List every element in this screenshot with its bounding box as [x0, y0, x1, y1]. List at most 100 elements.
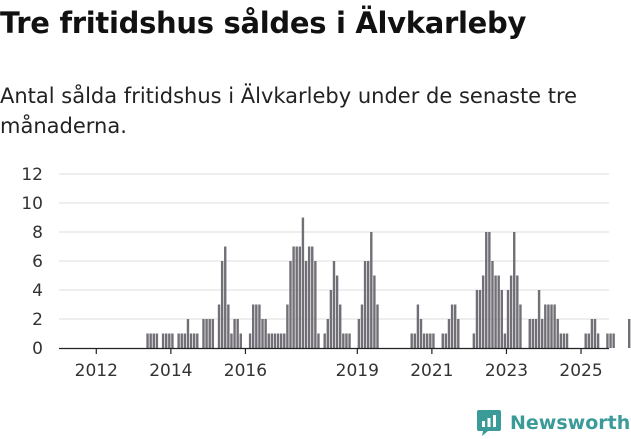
bar [550, 304, 553, 348]
chart-bars [146, 217, 631, 348]
bar [413, 333, 416, 348]
x-tick-label: 2019 [336, 361, 379, 381]
bar [373, 275, 376, 348]
bar [289, 261, 292, 348]
bar [596, 333, 600, 348]
bar [426, 333, 429, 348]
x-tick-label: 2016 [224, 361, 267, 381]
bar [497, 275, 500, 348]
x-tick-label: 2023 [485, 361, 528, 381]
bar [267, 333, 270, 348]
bar [205, 319, 208, 348]
bar [422, 333, 426, 348]
bar [304, 261, 308, 348]
bar [261, 319, 264, 348]
bar [453, 304, 457, 348]
bar [236, 319, 239, 348]
bar [419, 319, 423, 348]
bar [168, 333, 171, 348]
bar [329, 290, 333, 348]
bar [612, 333, 615, 348]
bar [298, 246, 302, 348]
y-axis-tick-labels: 0 2 4 6 8 10 12 [21, 165, 43, 359]
bar [161, 333, 165, 348]
y-tick-label: 8 [32, 223, 43, 243]
bar [323, 333, 326, 348]
bar [450, 304, 454, 348]
bar [258, 304, 261, 348]
bar [565, 333, 569, 348]
bar [248, 333, 252, 348]
bar [332, 261, 336, 348]
bar [155, 333, 159, 348]
bar [220, 261, 224, 348]
bar [503, 333, 507, 348]
bar [192, 333, 196, 348]
bar [544, 304, 547, 348]
bar [252, 304, 255, 348]
bar [559, 333, 563, 348]
bar [444, 333, 448, 348]
bar [363, 261, 367, 348]
bar [432, 333, 435, 348]
bar [472, 333, 476, 348]
bar [270, 333, 274, 348]
x-tick-label: 2012 [75, 361, 118, 381]
bar [311, 246, 314, 348]
bar [314, 261, 317, 348]
bar [339, 304, 342, 348]
bar [519, 304, 522, 348]
bar [348, 333, 351, 348]
bar [301, 217, 305, 348]
bar [606, 333, 609, 348]
bar [441, 333, 444, 348]
bar [376, 304, 379, 348]
bar [171, 333, 174, 348]
bar [587, 333, 591, 348]
x-axis: 2012 2014 2016 2019 2021 2023 2025 [59, 347, 609, 381]
bar [457, 319, 460, 348]
bar [491, 261, 494, 348]
bar [370, 232, 373, 348]
bar [584, 333, 587, 348]
bar [264, 319, 267, 348]
bar [516, 275, 519, 348]
bar [146, 333, 149, 348]
bar [475, 290, 479, 348]
bar [509, 275, 513, 348]
bar [609, 333, 612, 348]
chart-subtitle: Antal sålda fritidshus i Älvkarleby unde… [0, 84, 578, 138]
x-tick-label: 2014 [149, 361, 192, 381]
bar [342, 333, 345, 348]
bar [478, 290, 482, 348]
bar [152, 333, 155, 348]
x-tick-label: 2025 [559, 361, 602, 381]
bar [360, 304, 364, 348]
bar [556, 319, 559, 348]
bar [276, 333, 280, 348]
bar [506, 290, 510, 348]
y-tick-label: 6 [32, 252, 43, 272]
bar [224, 246, 227, 348]
bar [273, 333, 277, 348]
bar [488, 232, 491, 348]
bar [357, 319, 361, 348]
bar [627, 319, 631, 348]
bar [410, 333, 413, 348]
bar [485, 232, 488, 348]
bar [189, 333, 193, 348]
bar [531, 319, 535, 348]
bar [217, 304, 221, 348]
newsworthy-icon [477, 410, 501, 436]
bar [537, 290, 541, 348]
bar [429, 333, 432, 348]
bar [202, 319, 205, 348]
bar [540, 319, 544, 348]
bar [208, 319, 211, 348]
bar [481, 275, 485, 348]
bar [307, 246, 311, 348]
bar [230, 333, 233, 348]
bar [547, 304, 550, 348]
y-tick-label: 12 [21, 165, 43, 185]
bar [534, 319, 538, 348]
